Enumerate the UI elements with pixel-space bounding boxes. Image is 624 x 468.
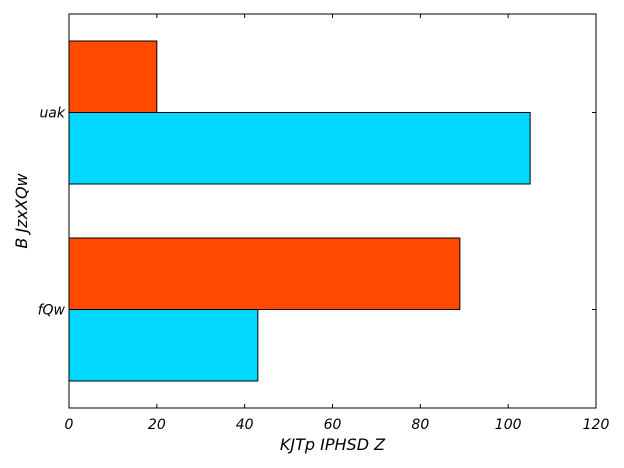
x-axis-label: KJTp IPHSD Z <box>280 435 386 454</box>
bars-group <box>68 40 531 382</box>
x-tick-label-120: 120 <box>583 417 610 433</box>
bar-uak-series-2 <box>68 40 158 113</box>
bar-fQw-series-2 <box>68 237 461 310</box>
y-axis-label: B JzxXQw <box>12 172 31 248</box>
x-ticks-group: 0 20 40 60 80 100 120 <box>65 14 610 433</box>
bar-fQw-series-1 <box>68 309 259 382</box>
x-tick-label-80: 80 <box>411 417 429 433</box>
x-tick-label-40: 40 <box>236 417 254 433</box>
x-tick-label-20: 20 <box>148 417 166 433</box>
x-tick-label-0: 0 <box>65 417 74 433</box>
x-tick-label-100: 100 <box>495 417 522 433</box>
y-tick-label-fQw: fQw <box>38 303 66 319</box>
plot-frame <box>68 13 597 409</box>
bar-uak-series-1 <box>68 112 531 185</box>
x-tick-label-60: 60 <box>324 417 342 433</box>
y-ticks-group: fQw uak <box>38 106 596 319</box>
y-tick-label-uak: uak <box>39 106 65 122</box>
